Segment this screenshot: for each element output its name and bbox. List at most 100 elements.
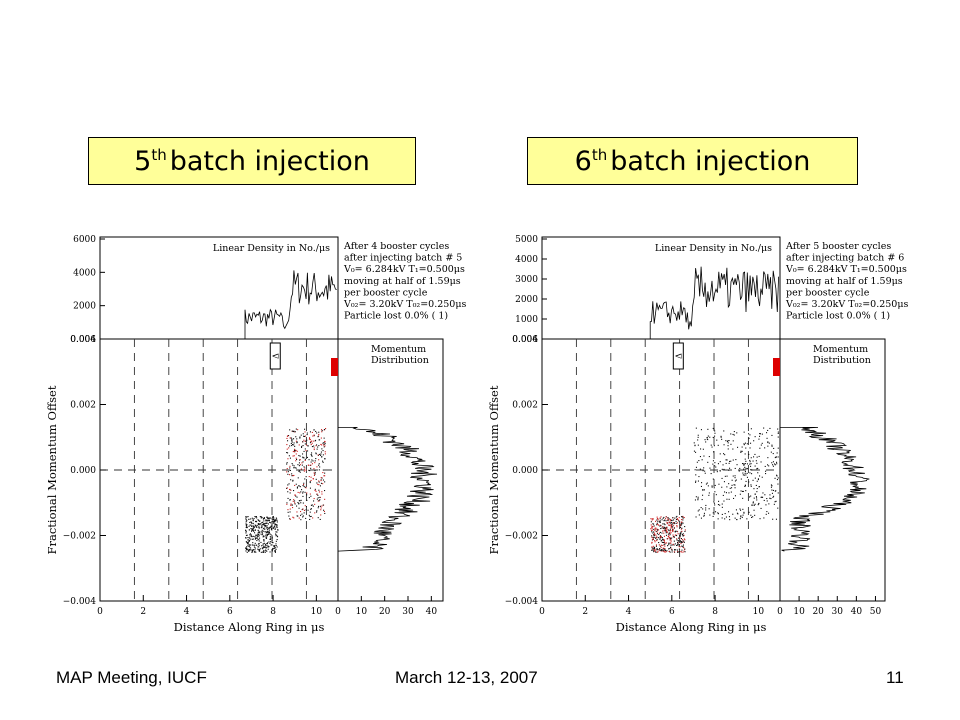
particle xyxy=(682,517,684,519)
particle xyxy=(312,435,314,437)
particle xyxy=(267,546,269,548)
distance-tick-label: 4 xyxy=(626,607,632,617)
particle xyxy=(767,441,769,443)
particle xyxy=(299,437,301,439)
particle xyxy=(732,440,734,442)
particle xyxy=(286,462,288,464)
particle xyxy=(751,469,753,471)
particle xyxy=(247,549,249,551)
particle xyxy=(682,540,684,542)
particle xyxy=(672,534,674,536)
particle xyxy=(293,444,295,446)
particle xyxy=(709,467,711,469)
particle xyxy=(274,521,276,523)
density-title: Linear Density in No./μs xyxy=(213,243,330,254)
particle xyxy=(255,521,257,523)
particle xyxy=(654,534,656,536)
panel-5th-batch: 6000 4000 2000 0.006 Linear Density in No./μ… xyxy=(38,225,478,650)
particle xyxy=(664,549,666,551)
particle xyxy=(694,469,696,471)
particle xyxy=(748,433,750,435)
particle xyxy=(310,508,312,510)
particle xyxy=(678,520,680,522)
particle xyxy=(275,535,277,537)
particle xyxy=(276,526,278,528)
particle xyxy=(316,498,318,500)
particle xyxy=(650,528,652,530)
particle xyxy=(303,485,305,487)
particle xyxy=(729,487,731,489)
particle xyxy=(673,535,675,537)
particle xyxy=(263,518,265,520)
particle xyxy=(258,540,260,542)
particle xyxy=(745,460,747,462)
particle xyxy=(754,503,756,505)
particle xyxy=(724,454,726,456)
particle xyxy=(655,551,657,553)
particle xyxy=(309,438,311,440)
particle xyxy=(247,542,249,544)
particle xyxy=(662,523,664,525)
particle xyxy=(701,482,703,484)
particle xyxy=(656,549,658,551)
particle xyxy=(697,436,699,438)
particle xyxy=(655,520,657,522)
particle xyxy=(315,458,317,460)
particle xyxy=(301,446,303,448)
particle xyxy=(718,500,720,502)
particle xyxy=(745,447,747,449)
particle xyxy=(746,443,748,445)
particle xyxy=(248,549,250,551)
particle xyxy=(276,519,278,521)
particle xyxy=(259,532,261,534)
particle xyxy=(746,463,748,465)
momentum-tick-label: 0.004 xyxy=(512,335,538,345)
particle xyxy=(261,545,263,547)
particle xyxy=(313,468,315,470)
particle xyxy=(698,509,700,511)
particle xyxy=(304,440,306,442)
particle xyxy=(262,528,264,530)
particle xyxy=(299,471,301,473)
particle xyxy=(671,548,673,550)
particle xyxy=(310,515,312,517)
particle xyxy=(294,503,296,505)
particle xyxy=(735,479,737,481)
particle xyxy=(679,540,681,542)
particle xyxy=(251,517,253,519)
particle xyxy=(289,445,291,447)
particle xyxy=(665,526,667,528)
particle xyxy=(258,546,260,548)
particle xyxy=(725,440,727,442)
particle xyxy=(266,543,268,545)
particle xyxy=(756,497,758,499)
particle xyxy=(772,464,774,466)
particle xyxy=(700,485,702,487)
info-line: Particle lost 0.0% ( 1) xyxy=(786,311,890,322)
particle xyxy=(246,541,248,543)
info-line: after injecting batch # 5 xyxy=(344,253,462,264)
particle xyxy=(302,461,304,463)
particle xyxy=(295,495,297,497)
particle xyxy=(296,438,298,440)
particle xyxy=(299,464,301,466)
particle xyxy=(247,543,249,545)
particle xyxy=(313,474,315,476)
particle xyxy=(651,549,653,551)
particle xyxy=(663,526,665,528)
particle xyxy=(313,500,315,502)
particle xyxy=(655,545,657,547)
particle xyxy=(714,491,716,493)
particle xyxy=(257,546,259,548)
particle xyxy=(658,537,660,539)
distance-tick-label: 8 xyxy=(270,607,276,617)
particle xyxy=(739,493,741,495)
momentum-distribution-line xyxy=(337,426,438,552)
particle xyxy=(319,439,321,441)
particle xyxy=(672,529,674,531)
particle xyxy=(771,485,773,487)
particle xyxy=(681,545,683,547)
particle xyxy=(671,519,673,521)
particle xyxy=(676,538,678,540)
